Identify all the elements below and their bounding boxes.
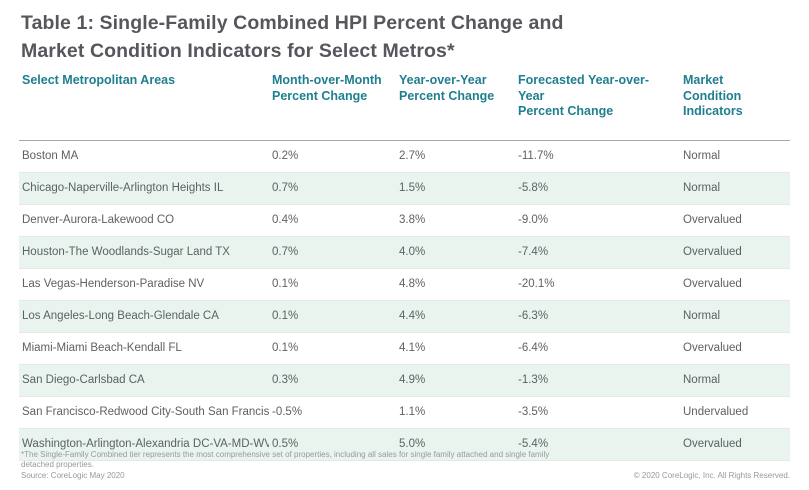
cell-yoy-percent-change: 4.8%	[396, 268, 515, 301]
col-header-metro-areas: Select Metropolitan Areas	[19, 68, 269, 141]
cell-forecast-percent-change: -3.5%	[515, 396, 680, 429]
cell-market-condition-indicator: Undervalued	[680, 396, 790, 429]
source-text: Source: CoreLogic May 2020	[21, 470, 125, 480]
cell-metro-area: Washington-Arlington-Alexandria DC-VA-MD…	[19, 428, 269, 461]
cell-mom-percent-change: 0.3%	[269, 364, 396, 397]
table-header-row: Select Metropolitan Areas Month-over-Mon…	[19, 68, 790, 141]
cell-mom-percent-change: 0.1%	[269, 300, 396, 333]
table-row: San Diego-Carlsbad CA 0.3% 4.9% -1.3% No…	[19, 364, 790, 397]
cell-yoy-percent-change: 3.8%	[396, 204, 515, 237]
page-title-line1: Table 1: Single-Family Combined HPI Perc…	[21, 12, 564, 34]
footnote-text: *The Single-Family Combined tier represe…	[21, 449, 550, 470]
cell-yoy-percent-change: 4.4%	[396, 300, 515, 333]
cell-market-condition-indicator: Overvalued	[680, 332, 790, 365]
cell-forecast-percent-change: -7.4%	[515, 236, 680, 269]
cell-mom-percent-change: 0.7%	[269, 172, 396, 205]
cell-forecast-percent-change: -6.3%	[515, 300, 680, 333]
cell-market-condition-indicator: Overvalued	[680, 236, 790, 269]
cell-metro-area: Boston MA	[19, 140, 269, 173]
cell-forecast-percent-change: -1.3%	[515, 364, 680, 397]
cell-market-condition-indicator: Normal	[680, 364, 790, 397]
cell-forecast-percent-change: -5.4%	[515, 428, 680, 461]
cell-metro-area: San Diego-Carlsbad CA	[19, 364, 269, 397]
cell-yoy-percent-change: 4.0%	[396, 236, 515, 269]
cell-metro-area: Chicago-Naperville-Arlington Heights IL	[19, 172, 269, 205]
cell-yoy-percent-change: 4.1%	[396, 332, 515, 365]
cell-forecast-percent-change: -5.8%	[515, 172, 680, 205]
cell-market-condition-indicator: Normal	[680, 140, 790, 173]
table-row: Denver-Aurora-Lakewood CO 0.4% 3.8% -9.0…	[19, 204, 790, 237]
cell-yoy-percent-change: 5.0%	[396, 428, 515, 461]
col-header-mom-change: Month-over-Month Percent Change	[269, 68, 396, 141]
table-row: Los Angeles-Long Beach-Glendale CA 0.1% …	[19, 300, 790, 333]
cell-mom-percent-change: 0.5%	[269, 428, 396, 461]
cell-market-condition-indicator: Normal	[680, 300, 790, 333]
table-row: Miami-Miami Beach-Kendall FL 0.1% 4.1% -…	[19, 332, 790, 365]
cell-yoy-percent-change: 2.7%	[396, 140, 515, 173]
cell-metro-area: Denver-Aurora-Lakewood CO	[19, 204, 269, 237]
table-row: Las Vegas-Henderson-Paradise NV 0.1% 4.8…	[19, 268, 790, 301]
cell-metro-area: Los Angeles-Long Beach-Glendale CA	[19, 300, 269, 333]
table-body: Boston MA 0.2% 2.7% -11.7% Normal Chicag…	[19, 140, 790, 461]
cell-mom-percent-change: 0.4%	[269, 204, 396, 237]
page-title: Table 1: Single-Family Combined HPI Perc…	[0, 0, 809, 65]
cell-yoy-percent-change: 1.1%	[396, 396, 515, 429]
hpi-table: Select Metropolitan Areas Month-over-Mon…	[19, 68, 790, 461]
cell-yoy-percent-change: 4.9%	[396, 364, 515, 397]
cell-forecast-percent-change: -11.7%	[515, 140, 680, 173]
footnote-block: *The Single-Family Combined tier represe…	[21, 450, 581, 482]
cell-market-condition-indicator: Normal	[680, 172, 790, 205]
table-row: Houston-The Woodlands-Sugar Land TX 0.7%…	[19, 236, 790, 269]
cell-forecast-percent-change: -6.4%	[515, 332, 680, 365]
cell-mom-percent-change: 0.1%	[269, 268, 396, 301]
cell-mom-percent-change: -0.5%	[269, 396, 396, 429]
table-row: Chicago-Naperville-Arlington Heights IL …	[19, 172, 790, 205]
table-footer: *The Single-Family Combined tier represe…	[21, 450, 790, 482]
cell-forecast-percent-change: -20.1%	[515, 268, 680, 301]
cell-mom-percent-change: 0.1%	[269, 332, 396, 365]
cell-metro-area: Las Vegas-Henderson-Paradise NV	[19, 268, 269, 301]
copyright-text: © 2020 CoreLogic, Inc. All Rights Reserv…	[633, 470, 790, 480]
col-header-forecast-yoy-change: Forecasted Year-over-Year Percent Change	[515, 68, 680, 141]
cell-market-condition-indicator: Overvalued	[680, 268, 790, 301]
cell-yoy-percent-change: 1.5%	[396, 172, 515, 205]
cell-market-condition-indicator: Overvalued	[680, 428, 790, 461]
cell-metro-area: Miami-Miami Beach-Kendall FL	[19, 332, 269, 365]
cell-metro-area: Houston-The Woodlands-Sugar Land TX	[19, 236, 269, 269]
table-row: San Francisco-Redwood City-South San Fra…	[19, 396, 790, 429]
col-header-yoy-change: Year-over-Year Percent Change	[396, 68, 515, 141]
table-row: Washington-Arlington-Alexandria DC-VA-MD…	[19, 428, 790, 461]
table-row: Boston MA 0.2% 2.7% -11.7% Normal	[19, 140, 790, 173]
cell-metro-area: San Francisco-Redwood City-South San Fra…	[19, 396, 269, 429]
cell-mom-percent-change: 0.7%	[269, 236, 396, 269]
cell-forecast-percent-change: -9.0%	[515, 204, 680, 237]
cell-market-condition-indicator: Overvalued	[680, 204, 790, 237]
page-title-line2: Market Condition Indicators for Select M…	[21, 40, 455, 62]
cell-mom-percent-change: 0.2%	[269, 140, 396, 173]
col-header-market-condition: Market Condition Indicators	[680, 68, 790, 141]
